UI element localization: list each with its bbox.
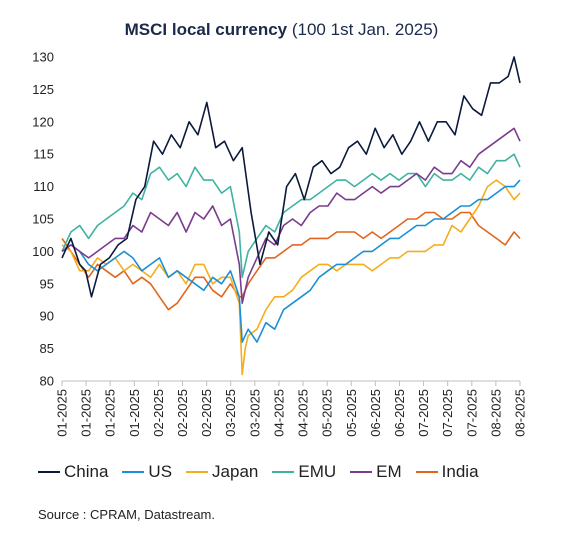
x-tick-label: 02-2025 [151, 389, 166, 437]
x-tick-label: 07-2025 [416, 389, 431, 437]
legend-swatch [122, 471, 145, 473]
x-tick-label: 06-2025 [368, 389, 383, 437]
y-tick-label: 130 [32, 50, 54, 65]
chart-title-bold: MSCI local currency [124, 20, 288, 39]
series-line-us [61, 179, 521, 343]
legend-swatch [415, 471, 438, 473]
legend-item-us: US [122, 462, 172, 482]
y-tick-label: 105 [32, 212, 54, 227]
y-tick-label: 120 [32, 114, 54, 129]
source-note: Source : CPRAM, Datastream. [38, 507, 215, 522]
x-tick-label: 05-2025 [344, 389, 359, 437]
x-tick-label: 04-2025 [296, 389, 311, 437]
legend-item-china: China [38, 462, 108, 482]
legend-swatch [272, 471, 295, 473]
series-line-japan [61, 179, 521, 376]
y-tick-label: 125 [32, 82, 54, 97]
legend-label: EMU [298, 462, 337, 481]
legend-label: Japan [212, 462, 259, 481]
x-tick-label: 03-2025 [223, 389, 238, 437]
x-tick-label: 01-2025 [103, 389, 118, 437]
x-tick-label: 01-2025 [55, 389, 70, 437]
legend-item-india: India [415, 462, 479, 482]
legend-label: US [148, 462, 173, 481]
series-line-china [61, 56, 521, 298]
x-tick-label: 08-2025 [488, 389, 503, 437]
y-axis: 80 85 90 95 100 105 110 115 120 125 130 [32, 50, 54, 389]
legend-swatch [38, 471, 60, 473]
y-tick-label: 90 [40, 309, 54, 324]
series-line-india [61, 211, 521, 311]
legend-item-em: EM [350, 462, 402, 482]
x-tick-label: 03-2025 [247, 389, 262, 437]
legend-item-emu: EMU [272, 462, 336, 482]
x-tick-label: 06-2025 [392, 389, 407, 437]
legend: China US Japan EMU EM India [38, 462, 493, 482]
legend-label: China [64, 462, 109, 481]
legend-label: EM [376, 462, 402, 481]
plot-area [61, 56, 521, 376]
y-tick-label: 85 [40, 341, 54, 356]
chart-title: MSCI local currency (100 1st Jan. 2025) [0, 20, 563, 40]
y-tick-label: 95 [40, 276, 54, 291]
series-line-em [61, 127, 521, 304]
chart-title-rest: (100 1st Jan. 2025) [287, 20, 439, 39]
x-tick-label: 07-2025 [464, 389, 479, 437]
x-tick-label: 01-2025 [127, 389, 142, 437]
legend-label: India [441, 462, 479, 481]
x-tick-label: 02-2025 [175, 389, 190, 437]
legend-item-japan: Japan [186, 462, 258, 482]
x-axis: 01-2025 01-2025 01-2025 01-2025 02-2025 02-20… [55, 380, 528, 437]
y-tick-label: 115 [33, 147, 54, 162]
legend-swatch [186, 471, 209, 473]
y-tick-label: 100 [32, 244, 54, 259]
series-line-emu [61, 153, 521, 279]
x-tick-label: 05-2025 [320, 389, 335, 437]
legend-swatch [350, 471, 373, 473]
y-tick-label: 110 [33, 179, 54, 194]
x-tick-label: 08-2025 [513, 389, 528, 437]
x-tick-label: 07-2025 [440, 389, 455, 437]
y-tick-label: 80 [40, 374, 54, 389]
x-tick-label: 01-2025 [79, 389, 94, 437]
x-tick-label: 04-2025 [271, 389, 286, 437]
x-tick-label: 02-2025 [199, 389, 214, 437]
